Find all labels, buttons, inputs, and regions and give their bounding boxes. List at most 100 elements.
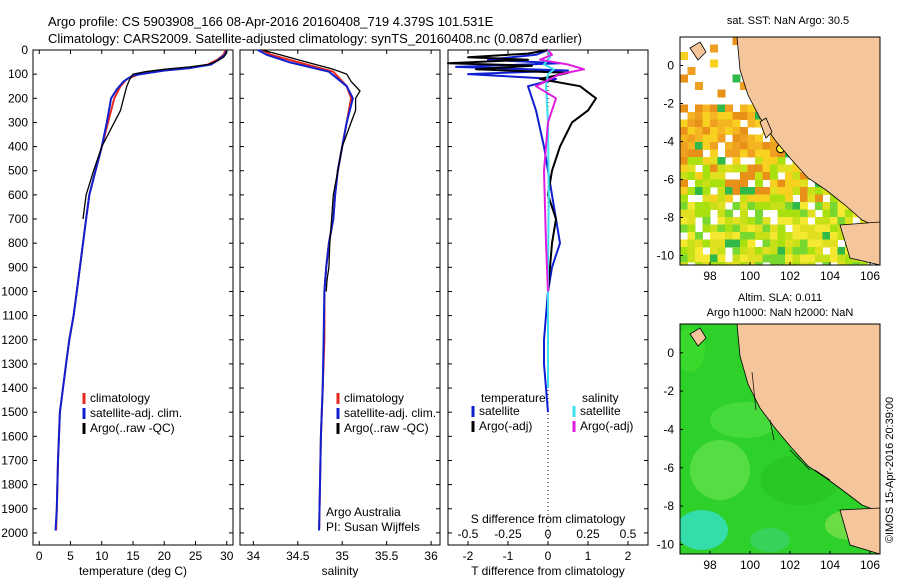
map-y-tick-label: -10 bbox=[657, 249, 675, 263]
sst-cell bbox=[702, 172, 711, 180]
sst-cell bbox=[687, 202, 696, 210]
sst-cell bbox=[837, 262, 846, 265]
sst-cell bbox=[747, 172, 756, 180]
sst-cell bbox=[732, 247, 741, 255]
x-tick-top-label: -0.25 bbox=[494, 527, 522, 541]
map-x-tick-label: 106 bbox=[860, 269, 880, 283]
sst-cell bbox=[702, 104, 711, 113]
sst-land-sumatra bbox=[736, 37, 880, 229]
sst-cell bbox=[815, 239, 823, 248]
map-y-tick-label: -6 bbox=[663, 461, 674, 475]
legend-label: satellite-adj. clim. bbox=[90, 406, 182, 420]
sst-cell bbox=[717, 172, 726, 180]
sst-cell bbox=[747, 224, 756, 233]
sst-cell bbox=[762, 157, 771, 165]
sst-cell bbox=[777, 157, 786, 165]
sst-cell bbox=[680, 217, 688, 225]
sst-cell bbox=[747, 119, 756, 128]
sst-cell bbox=[762, 142, 771, 150]
sst-cell bbox=[762, 194, 771, 203]
sst-cell bbox=[747, 232, 756, 240]
sst-cell bbox=[710, 134, 718, 143]
sst-cell bbox=[740, 127, 748, 135]
sst-cell bbox=[747, 194, 756, 203]
sst-map-panel: sat. SST: NaN Argo: 30.5 98 100 102 104 106 0… bbox=[657, 15, 881, 283]
sst-cell bbox=[687, 239, 696, 248]
sst-cell bbox=[680, 119, 688, 128]
sst-cell bbox=[680, 164, 688, 173]
sst-cell bbox=[717, 157, 726, 165]
legend-label: Argo(..raw -QC) bbox=[90, 421, 175, 435]
sst-cell bbox=[695, 179, 703, 188]
y-tick-label: 1600 bbox=[1, 429, 28, 443]
sst-cell bbox=[792, 217, 801, 225]
sst-cell bbox=[770, 239, 778, 248]
x-tick-label: 30 bbox=[220, 549, 234, 563]
sst-cell bbox=[747, 247, 756, 255]
sst-cell bbox=[717, 194, 726, 203]
sst-cell bbox=[747, 202, 756, 210]
sst-cell bbox=[687, 157, 696, 165]
x-tick-label: 10 bbox=[95, 549, 109, 563]
sst-cell bbox=[680, 239, 688, 248]
map-y-tick-label: -8 bbox=[663, 211, 674, 225]
sst-cell bbox=[725, 149, 733, 158]
x-tick-label: 35.5 bbox=[375, 549, 399, 563]
sst-cell bbox=[710, 247, 718, 255]
y-tick-label: 1400 bbox=[1, 381, 28, 395]
temperature-xlabel: temperature (deg C) bbox=[79, 564, 187, 578]
sst-cell bbox=[755, 149, 763, 158]
sst-cell bbox=[785, 232, 793, 240]
sst-cell bbox=[680, 172, 688, 180]
y-tick-label: 1200 bbox=[1, 333, 28, 347]
sst-cell bbox=[800, 194, 808, 203]
sst-cell bbox=[702, 157, 711, 165]
sst-cell bbox=[755, 262, 763, 265]
sst-cell bbox=[717, 134, 726, 143]
sst-cell bbox=[732, 217, 741, 225]
sst-cell bbox=[717, 232, 726, 240]
sst-cell bbox=[777, 254, 786, 263]
series-line-argo bbox=[82, 49, 228, 220]
sst-cell bbox=[762, 164, 771, 173]
sla-map-title-line2: Argo h1000: NaN h2000: NaN bbox=[707, 307, 854, 319]
sst-cell bbox=[747, 164, 756, 173]
map-y-tick-label: 0 bbox=[667, 346, 674, 360]
sst-cell bbox=[740, 202, 748, 210]
sst-cell bbox=[717, 202, 726, 210]
sst-cell bbox=[687, 112, 696, 120]
sst-cell bbox=[837, 254, 846, 263]
sst-cell bbox=[762, 217, 771, 225]
sst-cell bbox=[710, 44, 718, 53]
sst-cell bbox=[770, 232, 778, 240]
sst-cell bbox=[695, 187, 703, 195]
sst-cell bbox=[792, 262, 801, 265]
sst-cell bbox=[762, 149, 771, 158]
header-line2: Climatology: CARS2009. Satellite-adjuste… bbox=[48, 31, 582, 46]
sst-cell bbox=[762, 202, 771, 210]
sst-cell bbox=[702, 119, 711, 128]
sst-cell bbox=[800, 232, 808, 240]
legend-label: climatology bbox=[90, 391, 150, 405]
sst-cell bbox=[807, 209, 816, 218]
sst-cell bbox=[785, 254, 793, 263]
sst-cell bbox=[680, 262, 688, 265]
sst-cell bbox=[710, 194, 718, 203]
sst-cell bbox=[822, 262, 831, 265]
sst-cell bbox=[680, 224, 688, 233]
sst-cell bbox=[800, 262, 808, 265]
legend-header-temperature: temperature bbox=[481, 391, 546, 405]
sst-cell bbox=[732, 232, 741, 240]
sla-map-panel: Altim. SLA: 0.011 Argo h1000: NaN h2000:… bbox=[657, 292, 881, 572]
sst-cell bbox=[695, 172, 703, 180]
sst-cell bbox=[710, 172, 718, 180]
sst-cell bbox=[740, 247, 748, 255]
sst-cell bbox=[695, 112, 703, 120]
sst-cell bbox=[830, 194, 838, 203]
map-y-tick-label: -4 bbox=[663, 422, 674, 436]
sst-cell bbox=[725, 164, 733, 173]
legend-label: Argo(-adj) bbox=[580, 419, 633, 433]
sst-cell bbox=[695, 134, 703, 143]
sst-cell bbox=[702, 134, 711, 143]
y-tick-label: 1900 bbox=[1, 502, 28, 516]
